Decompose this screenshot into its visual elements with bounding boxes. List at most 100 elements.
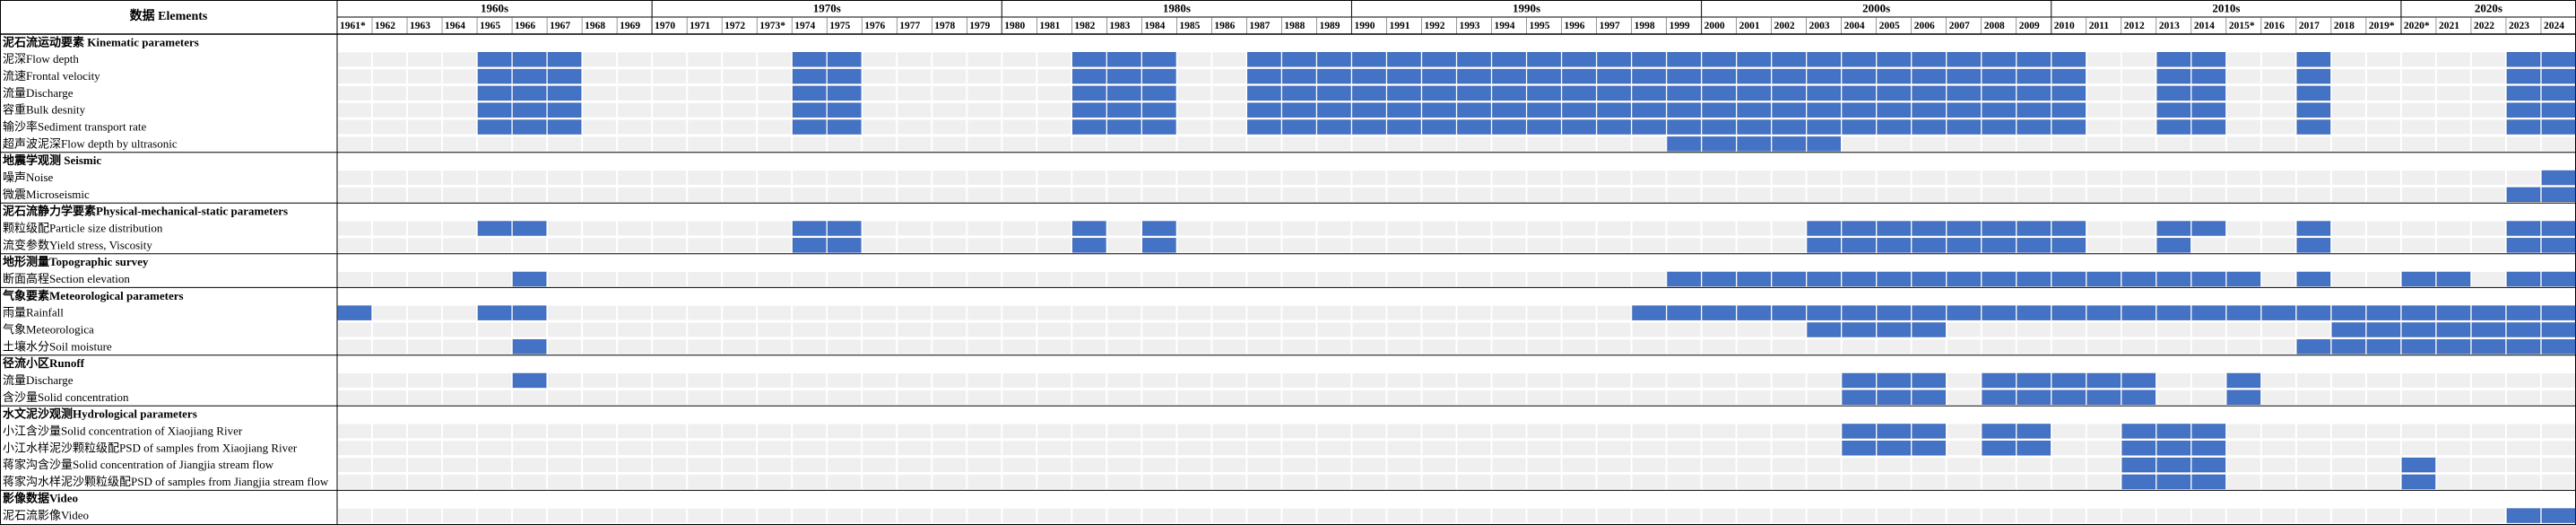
- observation-cell: [477, 305, 512, 320]
- empty-cell: [2331, 373, 2365, 388]
- observation-cell: [1772, 68, 1806, 84]
- empty-cell: [1492, 221, 1526, 236]
- row-label: 颗粒级配Particle size distribution: [3, 222, 163, 235]
- empty-cell: [2471, 475, 2505, 489]
- empty-cell: [1702, 238, 1736, 253]
- observation-cell: [2156, 457, 2191, 473]
- observation-cell: [1877, 102, 1912, 118]
- empty-cell: [758, 119, 792, 135]
- empty-cell: [2121, 102, 2155, 118]
- empty-cell: [932, 424, 967, 439]
- observation-cell: [1982, 119, 2017, 135]
- empty-cell: [1667, 221, 1701, 236]
- empty-cell: [583, 475, 617, 489]
- empty-cell: [2226, 119, 2260, 135]
- empty-cell: [967, 102, 1002, 118]
- empty-cell: [2296, 322, 2330, 337]
- empty-cell: [583, 441, 617, 456]
- row-label: 超声波泥深Flow depth by ultrasonic: [3, 136, 178, 150]
- empty-cell: [1562, 187, 1596, 202]
- empty-cell: [1597, 424, 1631, 439]
- empty-cell: [548, 187, 582, 202]
- empty-cell: [1807, 373, 1841, 388]
- empty-cell: [443, 508, 477, 523]
- empty-cell: [828, 441, 862, 456]
- empty-cell: [1037, 373, 1071, 388]
- observation-cell: [1702, 102, 1736, 118]
- empty-cell: [2226, 221, 2260, 236]
- observation-cell: [512, 68, 547, 84]
- observation-cell: [2506, 271, 2541, 287]
- empty-cell: [1947, 475, 1981, 489]
- empty-cell: [2506, 389, 2540, 405]
- observation-cell: [1877, 85, 1912, 101]
- observation-cell: [477, 85, 512, 101]
- empty-cell: [1737, 475, 1771, 489]
- empty-cell: [1457, 272, 1491, 286]
- empty-cell: [2121, 322, 2155, 337]
- empty-cell: [548, 171, 582, 185]
- empty-cell: [618, 475, 652, 489]
- empty-cell: [688, 475, 722, 489]
- observation-cell: [1702, 305, 1736, 320]
- empty-cell: [1107, 475, 1141, 489]
- year-label: 1970: [655, 21, 675, 31]
- empty-cell: [618, 305, 652, 320]
- empty-cell: [828, 322, 862, 337]
- empty-cell: [1177, 52, 1211, 67]
- empty-cell: [1877, 187, 1911, 202]
- observation-cell: [2191, 52, 2226, 67]
- empty-cell: [1562, 322, 1596, 337]
- empty-cell: [2086, 85, 2121, 101]
- year-label: 1995: [1530, 21, 1550, 31]
- empty-cell: [1107, 272, 1141, 286]
- observation-cell: [1737, 136, 1771, 152]
- observation-cell: [792, 52, 827, 67]
- empty-cell: [2401, 69, 2435, 83]
- empty-cell: [1877, 136, 1911, 152]
- empty-cell: [548, 305, 582, 320]
- empty-cell: [1807, 187, 1841, 202]
- empty-cell: [932, 187, 967, 202]
- empty-cell: [2017, 136, 2051, 152]
- empty-cell: [2226, 136, 2260, 152]
- observation-cell: [1387, 85, 1421, 101]
- empty-cell: [967, 136, 1002, 152]
- row-label: 噪声Noise: [3, 171, 54, 184]
- empty-cell: [1457, 441, 1491, 456]
- empty-cell: [2436, 389, 2470, 405]
- year-label: 1993: [1460, 21, 1480, 31]
- empty-cell: [2401, 52, 2435, 67]
- empty-cell: [2017, 458, 2051, 473]
- decade-label: 1970s: [813, 1, 841, 14]
- observation-cell: [1282, 68, 1316, 84]
- observation-cell: [1807, 102, 1841, 118]
- empty-cell: [758, 221, 792, 236]
- empty-cell: [2261, 136, 2295, 152]
- empty-cell: [2436, 171, 2470, 185]
- empty-cell: [2261, 102, 2295, 118]
- observation-cell: [1387, 119, 1421, 135]
- empty-cell: [583, 238, 617, 253]
- empty-cell: [1457, 458, 1491, 473]
- observation-cell: [1772, 85, 1806, 101]
- observation-cell: [1912, 102, 1947, 118]
- observation-cell: [1072, 119, 1106, 135]
- empty-cell: [2541, 458, 2575, 473]
- observation-cell: [2017, 52, 2051, 67]
- empty-cell: [1177, 171, 1211, 185]
- empty-cell: [373, 272, 407, 286]
- observation-cell: [547, 68, 582, 84]
- observation-cell: [1842, 372, 1876, 389]
- observation-cell: [1247, 68, 1281, 84]
- observation-cell: [2191, 424, 2226, 439]
- empty-cell: [2261, 238, 2295, 253]
- empty-cell: [1002, 373, 1036, 388]
- observation-cell: [512, 52, 547, 67]
- observation-cell: [2191, 68, 2226, 84]
- empty-cell: [932, 238, 967, 253]
- empty-cell: [373, 424, 407, 439]
- observation-cell: [1877, 68, 1912, 84]
- empty-cell: [1947, 424, 1981, 439]
- empty-cell: [2261, 339, 2295, 354]
